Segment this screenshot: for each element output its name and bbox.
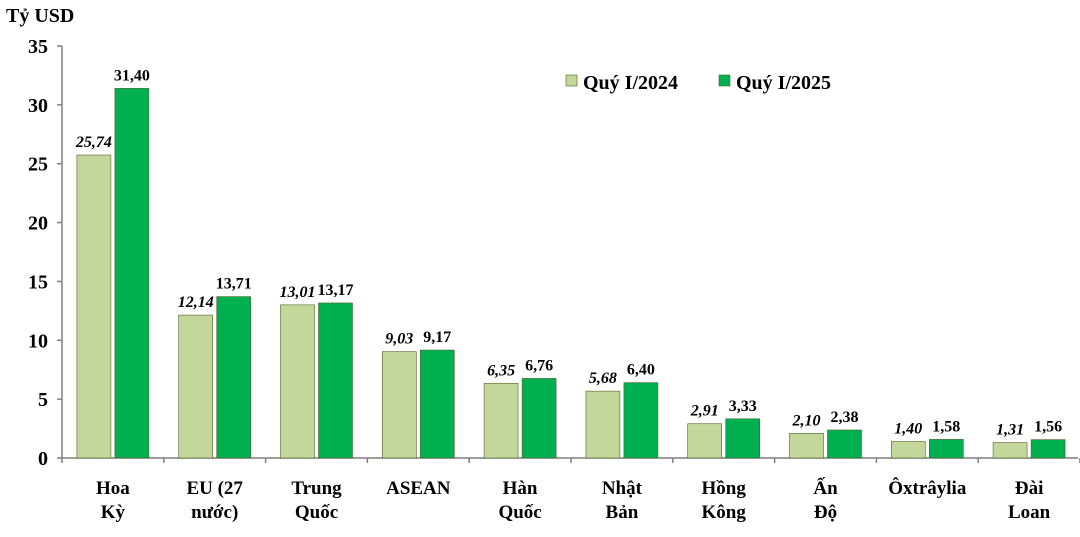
bar-q1-2025 — [318, 302, 353, 459]
legend: Quý I/2024 Quý I/2025 — [565, 72, 831, 94]
y-axis-label: Tỷ USD — [6, 5, 74, 27]
bar-q1-2024 — [381, 351, 417, 459]
x-tick-label: Loan — [1008, 502, 1051, 523]
bar-q1-2024 — [178, 314, 213, 459]
x-tick-label: Độ — [814, 502, 837, 523]
legend-swatch — [565, 74, 578, 87]
bar-q1-2024 — [890, 441, 926, 459]
bar-q1-2025 — [216, 296, 251, 459]
x-tick-label: ASEAN — [386, 478, 451, 499]
x-tick-label: Kỳ — [101, 502, 126, 523]
bar-q1-2025 — [521, 378, 557, 459]
x-tick-label: Quốc — [498, 502, 541, 523]
data-label: 13,71 — [216, 276, 252, 293]
data-label: 9,17 — [423, 329, 451, 346]
bar-q1-2024 — [76, 154, 112, 459]
x-tick-label: nước) — [191, 502, 238, 523]
data-label: 12,14 — [178, 294, 214, 311]
x-tick-label: EU (27 — [186, 478, 243, 499]
data-label: 3,33 — [729, 398, 757, 415]
legend-swatch — [718, 74, 731, 87]
bar-q1-2025 — [114, 88, 150, 459]
x-tick-label: Hồng — [702, 478, 747, 499]
x-tick-label: Bản — [606, 502, 639, 523]
x-tick-label: Ôxtrâylia — [888, 477, 967, 499]
data-label: 25,74 — [75, 134, 112, 151]
data-label: 2,38 — [831, 409, 859, 426]
data-label: 2,10 — [792, 412, 821, 429]
data-label: 1,58 — [932, 418, 960, 435]
y-tick-label: 30 — [28, 95, 48, 117]
data-label: 6,76 — [525, 357, 553, 374]
legend-label: Quý I/2024 — [583, 72, 678, 94]
data-label: 1,31 — [996, 422, 1024, 439]
x-tick-label: Ấn — [813, 477, 838, 499]
data-label: 5,68 — [589, 370, 617, 387]
bar-q1-2025 — [623, 382, 659, 459]
y-tick-label: 25 — [28, 154, 48, 176]
bar-q1-2025 — [827, 429, 862, 459]
x-tick-label: Hàn — [503, 478, 538, 499]
bar-q1-2025 — [725, 418, 761, 459]
y-tick-label: 5 — [38, 389, 48, 411]
x-tick-label: Đài — [1015, 478, 1044, 499]
data-label: 6,40 — [627, 362, 655, 379]
bar-q1-2024 — [789, 432, 824, 459]
data-label: 13,17 — [318, 282, 354, 299]
x-tick-label: Nhật — [602, 478, 643, 499]
y-tick-label: 35 — [28, 36, 48, 58]
bar-q1-2025 — [419, 349, 455, 459]
bar-q1-2024 — [992, 442, 1028, 459]
data-label: 31,40 — [114, 67, 150, 84]
data-label: 6,35 — [487, 362, 515, 379]
data-label: 2,91 — [690, 403, 719, 420]
data-label: 13,01 — [280, 284, 316, 301]
bar-q1-2025 — [928, 439, 964, 459]
x-tick-label: Trung — [291, 478, 342, 499]
bar-q1-2025 — [1030, 439, 1066, 459]
data-label: 9,03 — [385, 331, 413, 348]
category-labels: Hoa Kỳ EU (27 nước) Trung Quốc ASEAN Hàn Quốc Nhậ… — [96, 477, 1051, 523]
legend-label: Quý I/2025 — [736, 72, 831, 94]
x-tick-label: Quốc — [295, 502, 338, 523]
y-tick-label: 10 — [28, 330, 48, 352]
data-label: 1,40 — [894, 421, 922, 438]
x-tick-label: Kông — [702, 502, 747, 523]
bar-q1-2024 — [280, 304, 315, 459]
bar-q1-2024 — [483, 382, 519, 459]
x-tick-label: Hoa — [96, 478, 130, 499]
y-tick-label: 15 — [28, 271, 48, 293]
bars — [76, 88, 1066, 459]
bar-q1-2024 — [585, 390, 621, 459]
data-label: 1,56 — [1034, 419, 1062, 436]
y-tick-label: 20 — [28, 213, 48, 235]
y-tick-label: 0 — [38, 448, 48, 470]
bar-q1-2024 — [687, 423, 723, 459]
